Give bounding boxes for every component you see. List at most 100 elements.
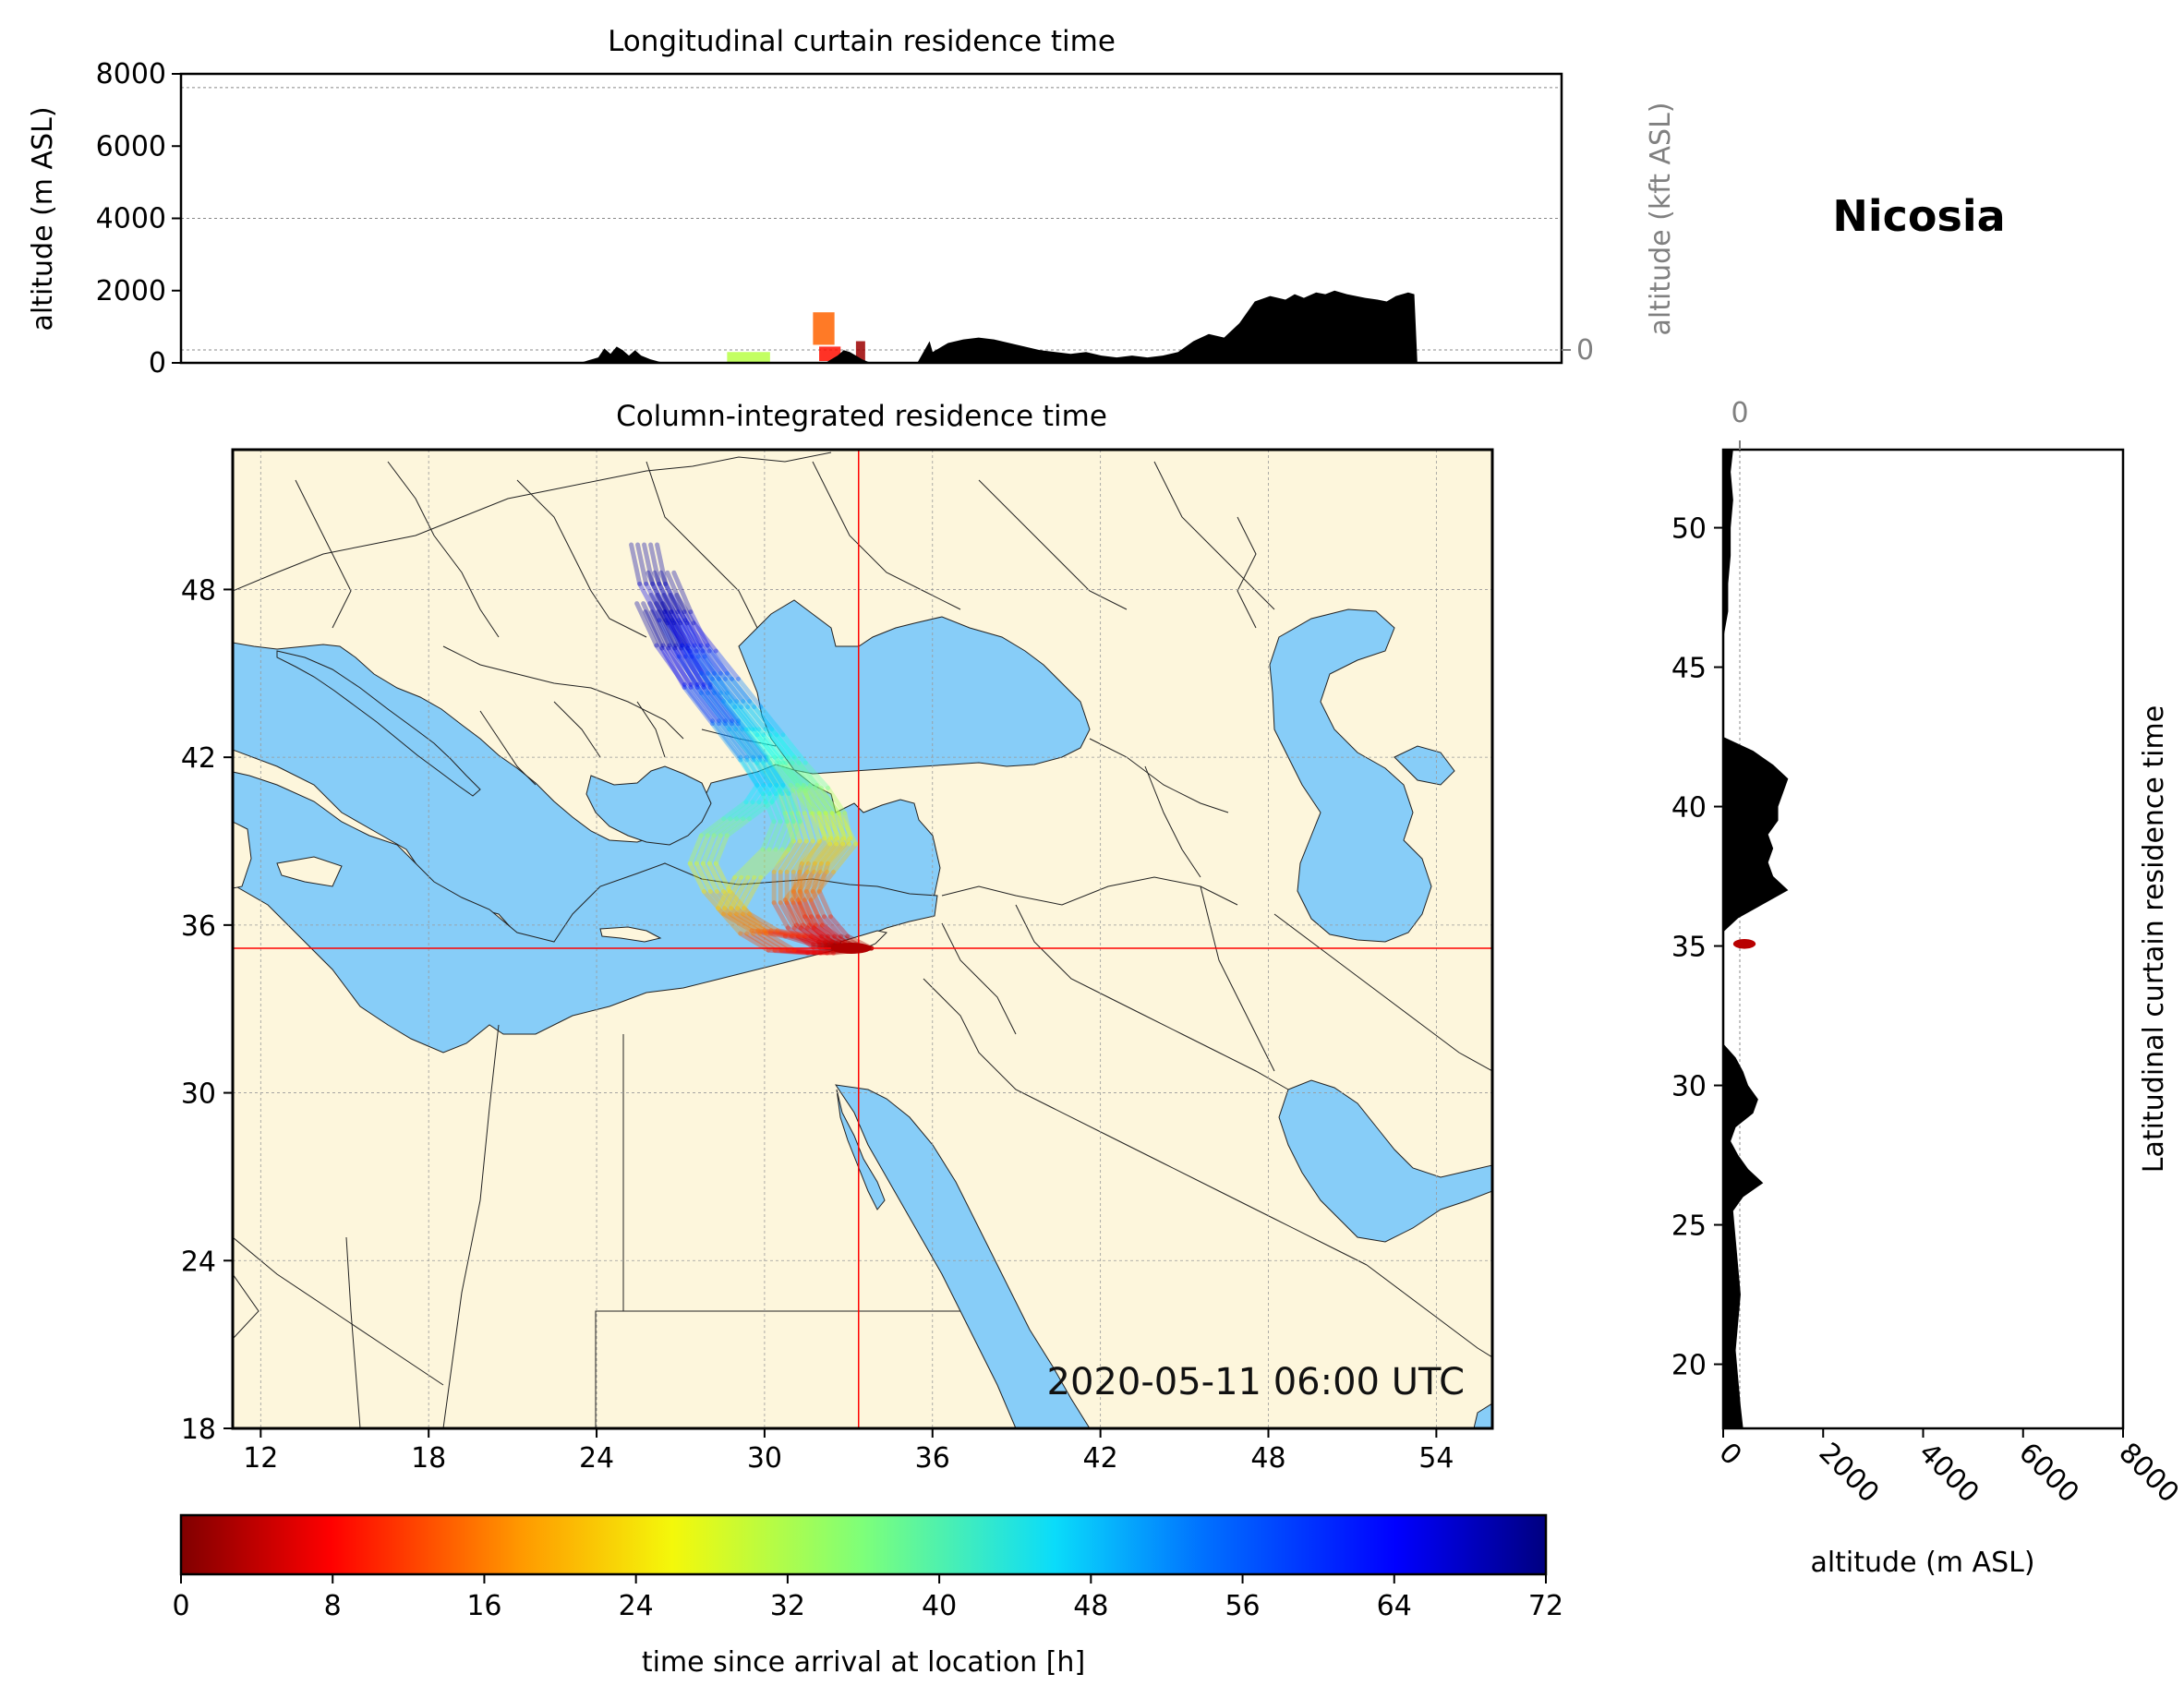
trajectory-segment: [641, 601, 666, 648]
trajectory-segment: [795, 897, 812, 928]
trajectory-segment: [818, 785, 841, 816]
trajectory-segment: [805, 841, 833, 874]
trajectory-segment: [796, 788, 807, 816]
trajectory-segment: [785, 925, 816, 950]
trajectory-segment: [829, 811, 840, 841]
top-ytick-label: 2000: [96, 275, 166, 307]
colorbar-tick-label: 48: [1073, 1590, 1108, 1622]
top-ytick-label: 6000: [96, 130, 166, 163]
trajectory-segment: [709, 721, 743, 763]
trajectory-segment: [764, 757, 791, 797]
trajectory-segment: [747, 699, 775, 732]
trajectory-segment: [757, 754, 779, 788]
trajectory-segment: [663, 618, 688, 659]
trajectory-segment: [705, 816, 733, 838]
trajectory-segment: [766, 754, 793, 788]
trajectory-segment: [669, 609, 691, 651]
longitudinal-curtain-title: Longitudinal curtain residence time: [608, 25, 1116, 58]
colorbar-tick-label: 16: [466, 1590, 501, 1622]
trajectory-segment: [744, 931, 778, 953]
trajectory-segment: [805, 836, 834, 866]
trajectory-segment: [818, 841, 846, 874]
trajectory-segment: [711, 690, 745, 732]
trajectory-segment: [711, 670, 740, 704]
top-residence-patch: [813, 312, 835, 345]
trajectory-segment: [716, 874, 738, 911]
trajectory-segment: [676, 618, 701, 659]
trajectory-segment: [828, 914, 851, 939]
trajectory-segment: [783, 760, 811, 790]
right-xtick-label: 4000: [1913, 1437, 1985, 1510]
trajectory-segment: [791, 925, 823, 950]
trajectory-segment: [818, 836, 847, 866]
trajectory-segment: [777, 760, 804, 790]
trajectory-segment: [757, 757, 785, 797]
station-marker: [830, 942, 872, 954]
trajectory-segment: [789, 869, 817, 903]
trajectory-segment: [785, 754, 813, 788]
adriatic-sea: [276, 650, 481, 797]
trajectory-segment: [732, 704, 760, 738]
trajectory-segment: [756, 782, 773, 805]
trajectory-segment: [810, 861, 824, 895]
map-ytick-label: 48: [181, 574, 216, 607]
trajectory-segment: [796, 760, 824, 790]
trajectory-segment: [760, 819, 777, 852]
right-xtick-label: 6000: [2012, 1437, 2085, 1510]
right-grid: [1739, 450, 1741, 1428]
trajectory-segment: [789, 897, 805, 928]
top-ytick-label: 4000: [96, 203, 166, 235]
trajectory-segment: [752, 704, 779, 738]
trajectory-segment: [808, 897, 825, 928]
trajectory-segment: [793, 922, 822, 945]
trajectory-segment: [738, 931, 771, 953]
trajectory-segment: [707, 889, 733, 917]
trajectory-segment: [698, 690, 732, 732]
trajectory-segment: [742, 874, 764, 911]
top-ylabel-right: altitude (kft ASL): [1645, 102, 1677, 335]
trajectory-segment: [667, 643, 700, 687]
trajectory-segment: [735, 906, 763, 936]
trajectory-segment: [698, 670, 727, 704]
trajectory-segment: [745, 847, 778, 880]
trajectory-segment: [720, 889, 746, 917]
trajectory-segment: [807, 782, 836, 816]
top-ytick-label: 8000: [96, 58, 166, 90]
trajectory-segment: [747, 911, 780, 933]
trajectory-segment: [799, 785, 822, 816]
trajectory-segment: [684, 620, 712, 654]
trajectory-segment: [657, 581, 682, 623]
map-grid: [233, 450, 1492, 1428]
trajectory-segment: [649, 609, 671, 651]
right-xtick-label: 0: [1712, 1437, 1747, 1472]
map-ytick-label: 30: [181, 1078, 216, 1111]
trajectory-segment: [795, 869, 824, 903]
trajectory-segment: [767, 732, 795, 765]
trajectory-segment: [665, 570, 687, 615]
top-yticks: 0 2000 4000 6000 8000: [96, 58, 181, 379]
trajectory-segment: [721, 911, 754, 933]
trajectory-segment: [811, 925, 842, 950]
persian-gulf: [1278, 1079, 1492, 1243]
trajectory-segment: [727, 889, 753, 917]
trajectory-segment: [722, 718, 756, 760]
trajectory-segment: [679, 645, 706, 690]
map-ytick-label: 42: [181, 742, 216, 775]
trajectory-segment: [660, 601, 685, 648]
trajectory-segment: [803, 889, 821, 920]
trajectory-segment: [790, 788, 801, 816]
colorbar-tick-label: 32: [770, 1590, 805, 1622]
trajectory-segment: [637, 581, 662, 623]
trajectory-segment: [733, 727, 766, 765]
trajectory-segment: [629, 542, 643, 586]
trajectory-segment: [700, 861, 719, 895]
trajectory-segment: [816, 861, 830, 895]
trajectory-segment: [734, 699, 762, 732]
trajectory-segment: [660, 643, 694, 687]
trajectory-segment: [778, 754, 806, 788]
trajectory-segment: [811, 811, 833, 847]
trajectory-segment: [682, 609, 704, 648]
trajectory-segment: [797, 900, 816, 931]
trajectory-segment: [694, 833, 710, 866]
trajectory-segment: [778, 947, 824, 956]
